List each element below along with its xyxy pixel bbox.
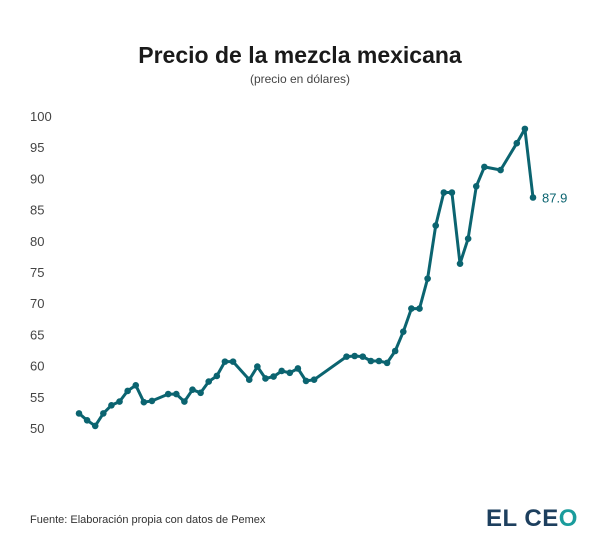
data-point: [440, 189, 448, 196]
data-point: [254, 363, 261, 370]
data-point: [448, 189, 456, 196]
data-point: [124, 387, 131, 395]
data-point: [245, 376, 253, 384]
data-point: [399, 328, 407, 335]
data-point: [359, 353, 367, 360]
data-point: [383, 359, 391, 367]
data-point: [464, 235, 472, 242]
line-chart: 100 95 90 85 80 75 70 65 60 55 50 87.9: [30, 109, 567, 436]
data-point: [351, 352, 358, 360]
y-tick-label: 55: [30, 390, 44, 405]
y-tick-label: 50: [30, 421, 44, 436]
data-point: [375, 357, 383, 365]
data-point: [108, 401, 115, 409]
data-point: [310, 376, 318, 384]
y-tick-label: 100: [30, 109, 52, 124]
data-point: [294, 365, 302, 372]
data-point: [513, 139, 521, 147]
data-point: [424, 275, 431, 282]
data-point: [116, 398, 123, 405]
y-tick-label: 70: [30, 296, 44, 311]
data-point: [416, 305, 423, 312]
data-point: [270, 373, 277, 380]
y-tick-label: 65: [30, 327, 44, 342]
data-point: [472, 182, 480, 190]
data-point: [367, 357, 375, 365]
y-tick-label: 90: [30, 171, 44, 186]
data-point: [221, 358, 229, 365]
y-tick-label: 75: [30, 265, 44, 280]
y-tick-label: 60: [30, 359, 44, 374]
data-point: [456, 260, 464, 267]
data-point: [286, 369, 294, 377]
data-point: [197, 389, 204, 397]
data-point: [391, 347, 399, 355]
y-tick-label: 95: [30, 140, 44, 155]
data-point: [205, 378, 213, 385]
data-point: [172, 390, 180, 398]
data-point: [164, 390, 172, 398]
data-point: [83, 416, 91, 424]
data-point: [497, 166, 504, 174]
chart-title: Precio de la mezcla mexicana: [138, 42, 462, 68]
data-point: [408, 305, 415, 312]
data-point: [521, 125, 529, 133]
y-tick-label: 85: [30, 203, 44, 218]
el-ceo-logo: EL CEO: [486, 505, 578, 532]
data-point: [148, 397, 156, 405]
data-point: [181, 398, 188, 405]
data-point: [91, 422, 99, 430]
data-point: [529, 194, 537, 201]
data-point: [278, 367, 285, 375]
data-point: [189, 386, 196, 393]
data-point: [132, 382, 140, 389]
y-tick-label: 80: [30, 234, 44, 249]
last-value-label: 87.9: [542, 191, 567, 206]
data-point: [481, 163, 488, 171]
data-point: [100, 410, 107, 417]
source-note: Fuente: Elaboración propia con datos de …: [30, 514, 266, 526]
chart-subtitle: (precio en dólares): [249, 72, 351, 86]
data-point: [213, 372, 221, 380]
data-point: [229, 358, 237, 365]
data-point: [140, 398, 148, 406]
data-point: [75, 410, 83, 417]
data-point: [302, 377, 310, 385]
data-point: [432, 222, 440, 229]
data-point: [343, 353, 350, 360]
data-point: [262, 375, 269, 382]
